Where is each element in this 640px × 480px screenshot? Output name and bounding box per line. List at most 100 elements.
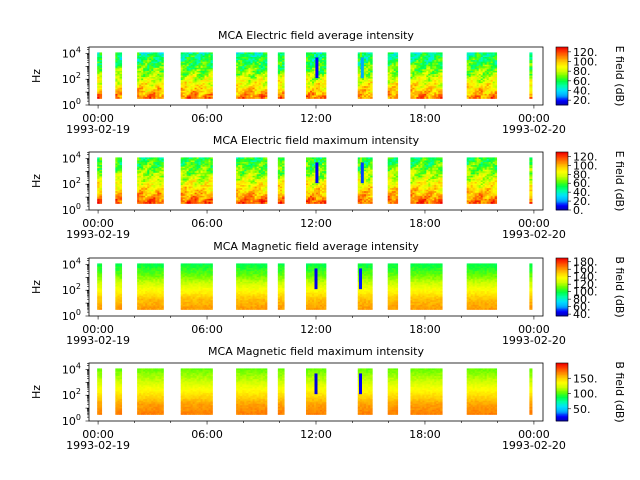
colorbar-frame [555, 257, 569, 317]
colorbar-tick-label: 80. [573, 293, 591, 306]
y-tick-label: 102 [62, 282, 81, 297]
data-interval [115, 52, 123, 99]
panel-4: MCA Magnetic field maximum intensity 100 1… [30, 345, 626, 452]
data-interval [306, 263, 327, 310]
colorbar-frame [555, 151, 569, 211]
x-tick-date: 1993-02-19 [66, 123, 130, 136]
x-tick-label: 12:00 [300, 217, 332, 230]
data-interval [410, 263, 443, 310]
x-tick-label: 00:00 [82, 112, 114, 125]
colorbar-label: B field (dB) [613, 361, 626, 422]
x-tick-date: 1993-02-19 [66, 439, 130, 452]
data-interval [180, 368, 213, 415]
colorbar-frame [555, 46, 569, 106]
data-interval [137, 52, 164, 99]
x-tick-label: 00:00 [82, 217, 114, 230]
colorbar: 40.60.80.100.120.140.160.180. B field (dB… [555, 256, 626, 321]
colorbar-tick-label: 80. [573, 168, 591, 181]
data-interval [236, 263, 268, 310]
colorbar: 50. 100. 150. B field (dB) [555, 361, 626, 423]
x-tick-label: 18:00 [409, 323, 441, 336]
data-interval [357, 368, 373, 415]
data-interval [180, 157, 213, 204]
data-interval [115, 368, 123, 415]
dropout-streak [314, 268, 318, 290]
x-tick-date: 1993-02-19 [66, 334, 130, 347]
colorbar-tick-label: 60. [573, 177, 591, 190]
data-interval [137, 368, 164, 415]
colorbar-tick-label: 80. [573, 65, 591, 78]
colorbar-tick-label: 40. [573, 186, 591, 199]
x-tick-label: 00:00 [82, 428, 114, 441]
data-interval [529, 52, 533, 99]
data-interval [115, 157, 123, 204]
y-tick-label: 104 [62, 45, 81, 60]
data-interval [97, 263, 103, 310]
colorbar-tick-label: 100. [573, 286, 598, 299]
data-interval [180, 263, 213, 310]
dropout-streak [315, 57, 319, 79]
data-interval [410, 52, 443, 99]
data-interval [466, 157, 498, 204]
colorbar-tick-label: 100. [573, 159, 598, 172]
y-tick-label: 102 [62, 71, 81, 86]
panel-title: MCA Electric field average intensity [218, 29, 414, 42]
x-tick-label: 00:00 [518, 217, 550, 230]
data-interval [466, 368, 498, 415]
data-interval [236, 157, 268, 204]
colorbar-tick-label: 100. [573, 56, 598, 69]
data-interval [466, 263, 498, 310]
dropout-streak [315, 162, 319, 184]
panel-title: MCA Electric field maximum intensity [213, 134, 420, 147]
colorbar-tick-label: 120. [573, 46, 598, 59]
data-interval [387, 157, 399, 204]
colorbar-tick-label: 180. [573, 256, 598, 269]
x-tick-date: 1993-02-20 [502, 123, 566, 136]
x-tick-date: 1993-02-20 [502, 228, 566, 241]
colorbar-frame [555, 362, 569, 422]
colorbar-tick-label: 20. [573, 94, 591, 107]
data-interval [236, 368, 268, 415]
data-interval [306, 368, 327, 415]
colorbar-label: B field (dB) [613, 256, 626, 317]
dropout-streak [358, 268, 362, 290]
panel-3: MCA Magnetic field average intensity 100 1… [30, 240, 626, 347]
x-tick-label: 06:00 [191, 112, 223, 125]
colorbar-tick-label: 60. [573, 75, 591, 88]
y-tick-label: 104 [62, 256, 81, 271]
data-interval [97, 52, 103, 99]
y-tick-label: 104 [62, 150, 81, 165]
x-tick-label: 18:00 [409, 217, 441, 230]
colorbar-tick-label: 40. [573, 85, 591, 98]
colorbar-label: E field (dB) [613, 151, 626, 212]
colorbar-tick-label: 120. [573, 150, 598, 163]
y-tick-label: 102 [62, 387, 81, 402]
y-tick-label: 100 [62, 202, 81, 217]
data-interval [529, 368, 533, 415]
data-interval [466, 52, 498, 99]
x-tick-label: 06:00 [191, 217, 223, 230]
data-interval [529, 263, 533, 310]
colorbar-tick-label: 140. [573, 271, 598, 284]
data-interval [306, 52, 327, 99]
dropout-streak [358, 373, 362, 395]
data-interval [277, 52, 285, 99]
colorbar-tick-label: 0. [573, 204, 584, 217]
data-interval [97, 157, 103, 204]
dropout-streak [360, 162, 364, 184]
data-interval [387, 52, 399, 99]
y-tick-label: 104 [62, 361, 81, 376]
colorbar-label: E field (dB) [613, 46, 626, 107]
panel-2: MCA Electric field maximum intensity 100 1… [30, 134, 626, 241]
x-tick-label: 12:00 [300, 112, 332, 125]
y-axis-label: Hz [30, 174, 43, 188]
colorbar-tick-label: 20. [573, 195, 591, 208]
data-interval [97, 368, 103, 415]
data-interval [115, 263, 123, 310]
data-interval [357, 52, 373, 99]
colorbar-tick-label: 50. [573, 403, 591, 416]
data-interval [387, 368, 399, 415]
data-interval [410, 157, 443, 204]
y-tick-label: 102 [62, 176, 81, 191]
